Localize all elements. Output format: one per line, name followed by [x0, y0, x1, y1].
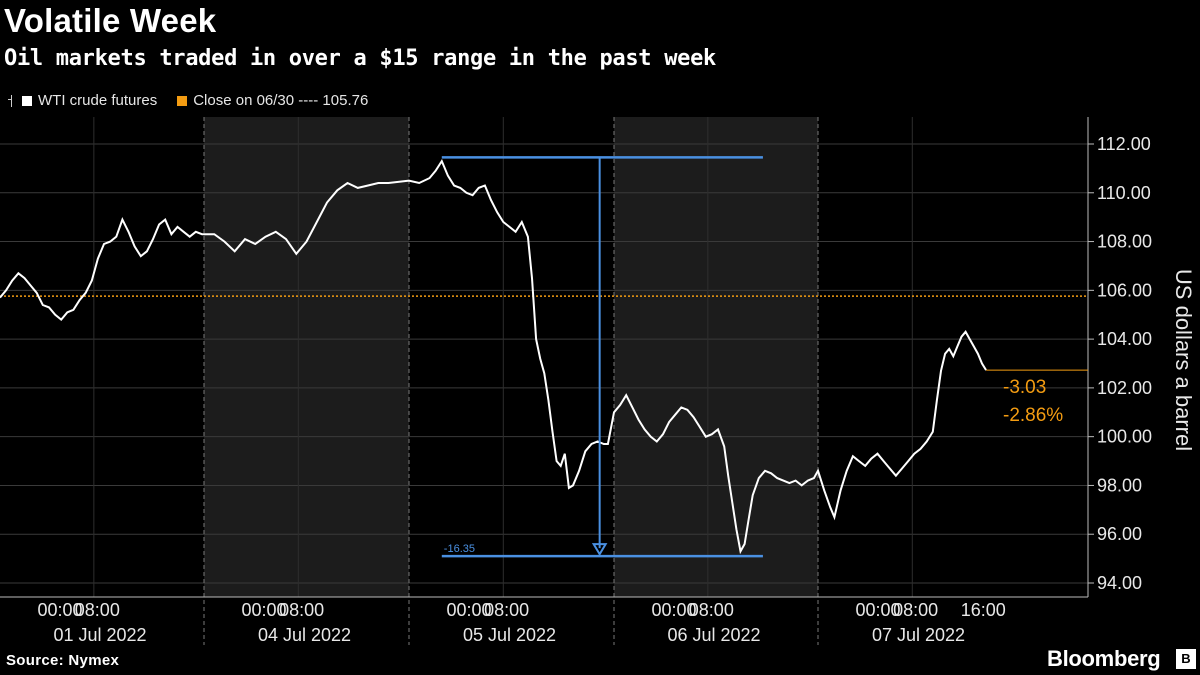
x-date-label: 06 Jul 2022: [667, 625, 760, 645]
y-tick-label: 96.00: [1097, 524, 1142, 544]
x-time-label: 08:00: [893, 600, 938, 620]
y-tick-label: 102.00: [1097, 378, 1152, 398]
x-time-label: 00:00: [37, 600, 82, 620]
y-tick-label: 98.00: [1097, 475, 1142, 495]
x-time-label: 00:00: [446, 600, 491, 620]
source-note: Source: Nymex: [6, 652, 120, 669]
bloomberg-badge-icon: B: [1176, 649, 1196, 669]
legend-series-label: WTI crude futures: [38, 92, 158, 109]
y-tick-label: 112.00: [1097, 134, 1151, 154]
shaded-day-band: [204, 117, 409, 597]
change-label: -2.86%: [1003, 405, 1063, 426]
y-tick-label: 100.00: [1097, 427, 1152, 447]
chart-legend: WTI crude futures Close on 06/30 ---- 10…: [8, 92, 368, 109]
x-time-label: 08:00: [279, 600, 324, 620]
shaded-day-band: [614, 117, 818, 597]
x-date-label: 07 Jul 2022: [872, 625, 965, 645]
x-time-label: 00:00: [241, 600, 286, 620]
x-date-label: 05 Jul 2022: [463, 625, 556, 645]
x-date-label: 01 Jul 2022: [53, 625, 146, 645]
range-arrow-head-icon: [591, 543, 608, 557]
legend-close-label: Close on 06/30 ---- 105.76: [193, 92, 369, 109]
bloomberg-logo: Bloomberg: [1047, 646, 1161, 671]
change-label: -3.03: [1003, 377, 1046, 398]
x-time-label: 08:00: [75, 600, 120, 620]
x-time-label: 00:00: [651, 600, 696, 620]
y-tick-label: 104.00: [1097, 329, 1152, 349]
x-time-label: 16:00: [961, 600, 1006, 620]
series-line: [0, 158, 987, 555]
x-time-label: 08:00: [689, 600, 734, 620]
chart-title: Volatile Week: [4, 2, 217, 39]
x-time-label: 08:00: [484, 600, 529, 620]
x-time-label: 00:00: [855, 600, 900, 620]
y-tick-label: 106.00: [1097, 280, 1152, 300]
y-tick-label: 94.00: [1097, 573, 1142, 593]
x-date-label: 04 Jul 2022: [258, 625, 351, 645]
close-swatch: [177, 95, 188, 106]
range-label: -16.35: [444, 543, 475, 555]
y-tick-label: 108.00: [1097, 232, 1152, 252]
series-swatch: [22, 95, 32, 106]
y-tick-label: 110.00: [1097, 183, 1151, 203]
y-axis-label: US dollars a barrel: [1171, 269, 1196, 451]
ohlc-icon: [8, 94, 16, 107]
chart-subtitle: Oil markets traded in over a $15 range i…: [4, 46, 716, 71]
